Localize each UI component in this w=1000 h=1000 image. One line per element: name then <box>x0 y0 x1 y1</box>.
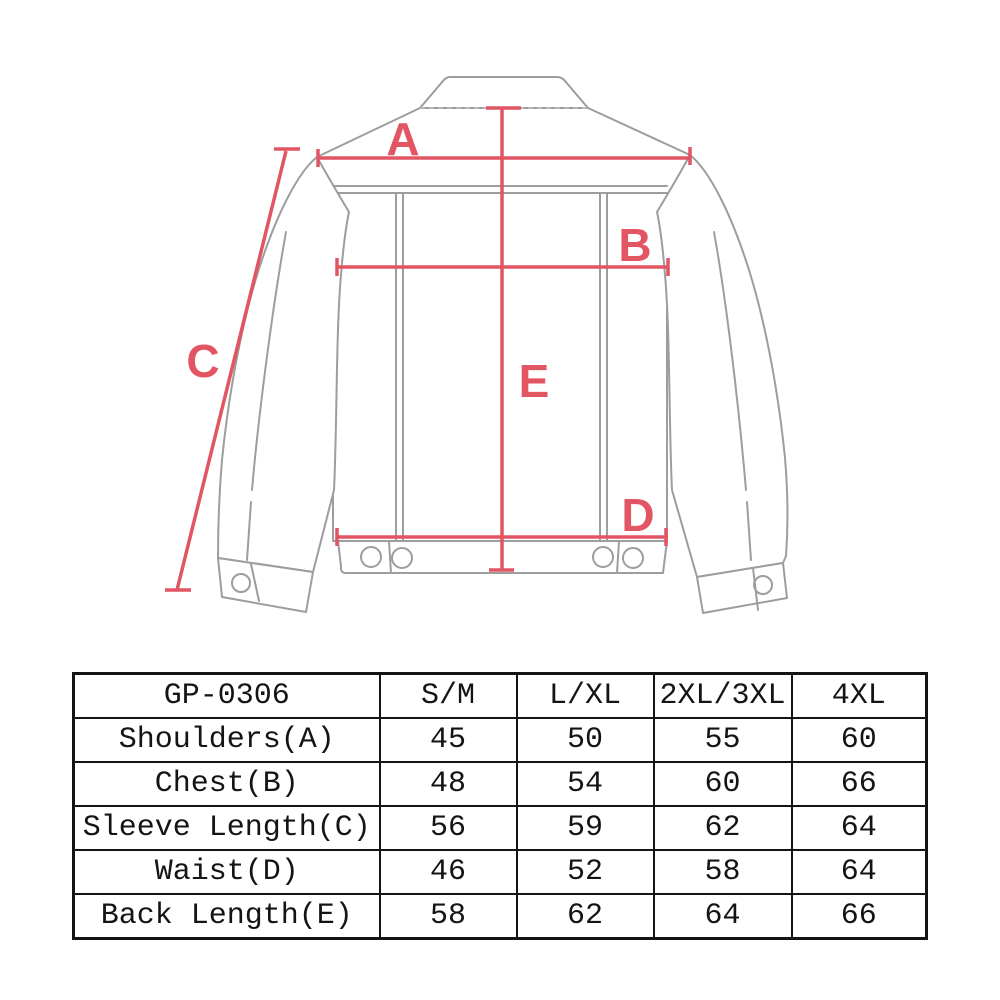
row-label: Waist(D) <box>72 849 381 895</box>
right-cuff-button <box>753 575 773 595</box>
cell: 59 <box>515 805 655 851</box>
row-label: Shoulders(A) <box>72 717 381 763</box>
cell: 55 <box>652 717 793 763</box>
jacket-diagram: A B C D E <box>165 76 789 614</box>
left-sleeve-seam <box>246 231 287 561</box>
right-sleeve <box>656 154 789 578</box>
waistband-button <box>360 546 382 568</box>
cell: 46 <box>378 849 518 895</box>
left-sleeve <box>217 156 350 573</box>
row-label: Chest(B) <box>72 761 381 807</box>
waistband-button <box>391 547 413 569</box>
waistband-button <box>592 546 614 568</box>
measure-label-b: B <box>618 219 651 271</box>
waistband-divider-right <box>616 540 620 574</box>
measure-label-c: C <box>186 335 219 387</box>
left-cuff-divider <box>250 563 260 602</box>
table-row-chest: Chest(B) 48 54 60 66 <box>72 761 928 807</box>
left-cuff-button <box>231 573 251 593</box>
cell: 64 <box>790 849 928 895</box>
cell: 54 <box>515 761 655 807</box>
measure-line-shoulders <box>316 147 692 167</box>
waistband-button <box>622 547 644 569</box>
back-seam-right <box>599 193 608 542</box>
left-cuff <box>217 557 314 613</box>
measure-line-back-length <box>486 106 521 572</box>
header-size-4xl: 4XL <box>790 672 928 719</box>
table-row-back-length: Back Length(E) 58 62 64 66 <box>72 893 928 940</box>
cell: 52 <box>515 849 655 895</box>
table-row-sleeve-length: Sleeve Length(C) 56 59 62 64 <box>72 805 928 851</box>
header-model: GP-0306 <box>72 672 381 719</box>
cell: 58 <box>378 893 518 940</box>
header-size-2xl3xl: 2XL/3XL <box>652 672 793 719</box>
measure-label-d: D <box>621 489 654 541</box>
measurement-lines: A B C D E <box>165 106 692 592</box>
row-label: Sleeve Length(C) <box>72 805 381 851</box>
size-table: GP-0306 S/M L/XL 2XL/3XL 4XL Shoulders(A… <box>72 672 928 940</box>
right-sleeve-seam <box>713 231 752 561</box>
cell: 64 <box>790 805 928 851</box>
cell: 64 <box>652 893 793 940</box>
cell: 60 <box>652 761 793 807</box>
cell: 66 <box>790 893 928 940</box>
waistband-divider-left <box>388 540 392 574</box>
row-label: Back Length(E) <box>72 893 381 940</box>
table-header-row: GP-0306 S/M L/XL 2XL/3XL 4XL <box>72 672 928 719</box>
cell: 62 <box>515 893 655 940</box>
table-row-waist: Waist(D) 46 52 58 64 <box>72 849 928 895</box>
measure-label-a: A <box>386 113 419 165</box>
cell: 56 <box>378 805 518 851</box>
header-size-lxl: L/XL <box>515 672 655 719</box>
table-row-shoulders: Shoulders(A) 45 50 55 60 <box>72 717 928 763</box>
measure-line-sleeve <box>165 147 300 592</box>
back-seam-left <box>395 193 404 542</box>
jacket-collar <box>419 76 589 109</box>
measure-label-e: E <box>519 355 550 407</box>
cell: 62 <box>652 805 793 851</box>
yoke-seam <box>332 185 668 194</box>
header-size-sm: S/M <box>378 672 518 719</box>
cell: 60 <box>790 717 928 763</box>
cell: 45 <box>378 717 518 763</box>
cell: 58 <box>652 849 793 895</box>
cell: 66 <box>790 761 928 807</box>
cell: 50 <box>515 717 655 763</box>
cell: 48 <box>378 761 518 807</box>
